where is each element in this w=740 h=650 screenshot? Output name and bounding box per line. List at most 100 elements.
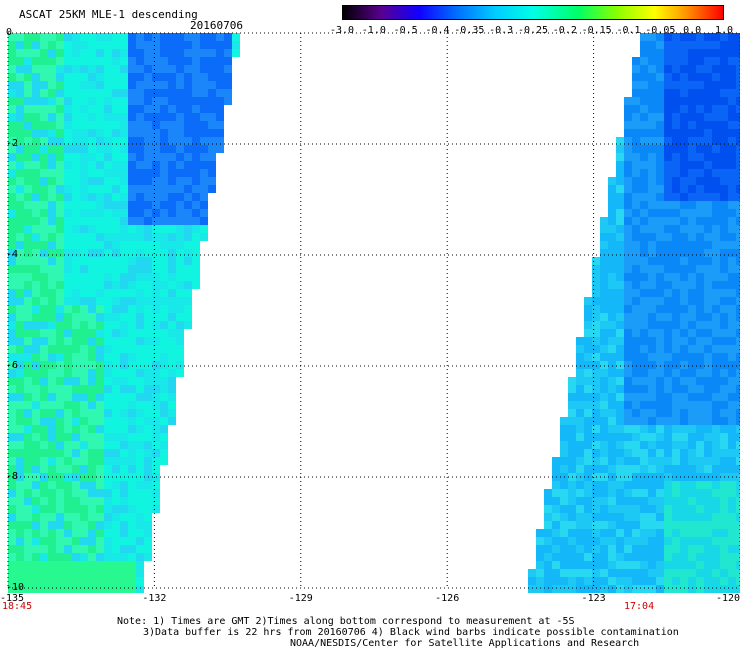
swath-cell (720, 297, 728, 305)
swath-cell (168, 185, 176, 193)
swath-cell (728, 401, 736, 409)
swath-cell (704, 417, 712, 425)
swath-cell (168, 249, 176, 257)
swath-cell (200, 41, 208, 49)
swath-cell (168, 137, 176, 145)
swath-cell (192, 49, 200, 57)
swath-cell (32, 257, 40, 265)
swath-cell (48, 65, 56, 73)
swath-cell (672, 497, 680, 505)
swath-cell (128, 225, 136, 233)
swath-cell (608, 209, 616, 217)
swath-cell (728, 89, 736, 97)
swath-cell (720, 577, 728, 585)
swath-cell (104, 57, 112, 65)
swath-cell (152, 225, 160, 233)
swath-cell (720, 113, 728, 121)
swath-cell (104, 505, 112, 513)
swath-cell (8, 209, 16, 217)
swath-cell (576, 481, 584, 489)
swath-cell (656, 505, 664, 513)
swath-cell (168, 49, 176, 57)
swath-cell (80, 449, 88, 457)
swath-cell (584, 393, 592, 401)
swath-cell (8, 585, 16, 593)
swath-cell (56, 313, 64, 321)
swath-cell (152, 433, 160, 441)
swath-cell (96, 137, 104, 145)
swath-cell (40, 529, 48, 537)
swath-cell (600, 241, 608, 249)
swath-cell (656, 529, 664, 537)
swath-cell (104, 361, 112, 369)
swath-cell (680, 537, 688, 545)
swath-cell (640, 481, 648, 489)
swath-cell (672, 481, 680, 489)
swath-cell (688, 217, 696, 225)
swath-cell (688, 185, 696, 193)
swath-cell (120, 409, 128, 417)
swath-cell (24, 561, 32, 569)
swath-cell (136, 209, 144, 217)
swath-cell (688, 417, 696, 425)
swath-cell (80, 153, 88, 161)
swath-cell (16, 337, 24, 345)
swath-cell (704, 321, 712, 329)
swath-cell (80, 281, 88, 289)
swath-cell (208, 97, 216, 105)
swath-cell (8, 521, 16, 529)
swath-cell (560, 441, 568, 449)
swath-cell (640, 457, 648, 465)
swath-cell (56, 185, 64, 193)
swath-cell (96, 465, 104, 473)
swath-cell (720, 449, 728, 457)
swath-cell (656, 257, 664, 265)
swath-cell (128, 241, 136, 249)
swath-cell (568, 457, 576, 465)
swath-cell (728, 345, 736, 353)
swath-cell (128, 217, 136, 225)
swath-cell (48, 145, 56, 153)
swath-cell (560, 521, 568, 529)
swath-cell (168, 209, 176, 217)
swath-cell (56, 73, 64, 81)
swath-cell (8, 105, 16, 113)
swath-cell (584, 481, 592, 489)
swath-cell (688, 209, 696, 217)
swath-cell (8, 441, 16, 449)
swath-cell (704, 505, 712, 513)
swath-cell (88, 481, 96, 489)
swath-cell (728, 353, 736, 361)
swath-cell (16, 297, 24, 305)
swath-cell (664, 329, 672, 337)
swath-cell (32, 433, 40, 441)
swath-cell (8, 337, 16, 345)
swath-cell (688, 281, 696, 289)
swath-cell (160, 97, 168, 105)
swath-cell (656, 465, 664, 473)
swath-cell (112, 65, 120, 73)
swath-cell (592, 585, 600, 593)
swath-cell (704, 393, 712, 401)
swath-cell (600, 217, 608, 225)
swath-cell (680, 73, 688, 81)
swath-cell (72, 417, 80, 425)
swath-cell (200, 209, 208, 217)
swath-cell (200, 225, 208, 233)
swath-cell (624, 169, 632, 177)
swath-cell (648, 169, 656, 177)
swath-cell (16, 257, 24, 265)
swath-cell (64, 537, 72, 545)
swath-cell (672, 329, 680, 337)
swath-cell (624, 529, 632, 537)
swath-cell (120, 393, 128, 401)
swath-cell (104, 313, 112, 321)
swath-cell (40, 241, 48, 249)
swath-cell (736, 137, 740, 145)
swath-cell (128, 345, 136, 353)
swath-cell (16, 537, 24, 545)
swath-cell (688, 345, 696, 353)
swath-cell (136, 481, 144, 489)
swath-cell (616, 321, 624, 329)
swath-cell (64, 297, 72, 305)
